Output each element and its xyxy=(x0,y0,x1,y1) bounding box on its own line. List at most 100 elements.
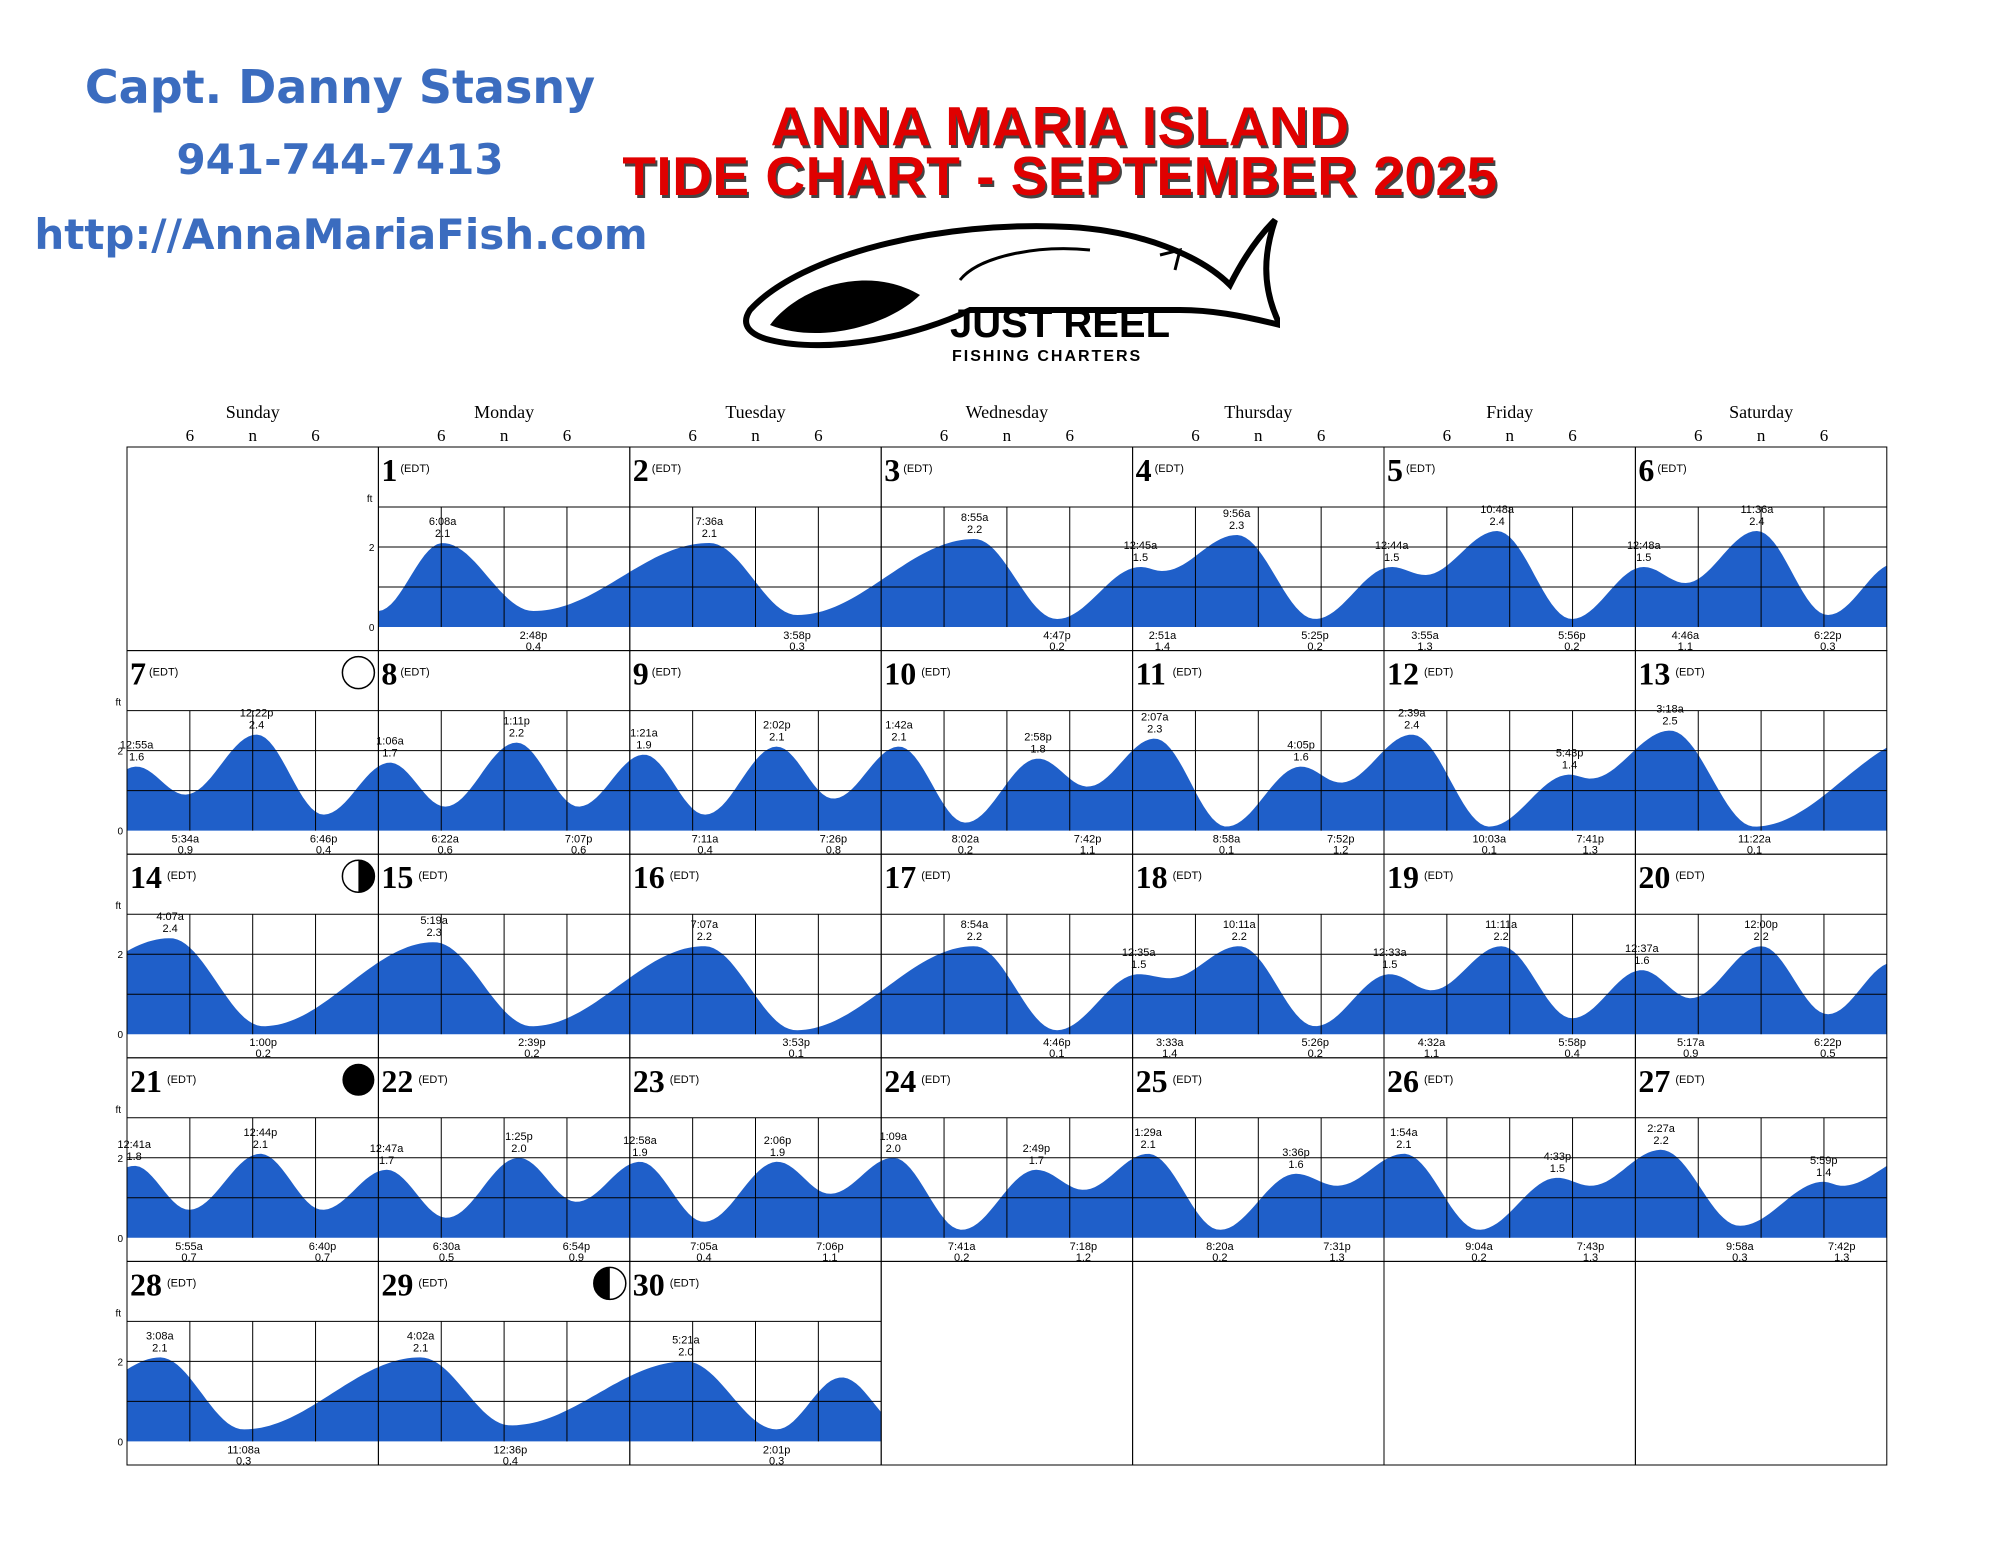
low-tide-time-label: 3:33a xyxy=(1156,1037,1184,1049)
hour-tick-label: 6 xyxy=(1317,426,1326,445)
zone-label: (EDT) xyxy=(1424,1074,1453,1086)
high-tide-time-label: 5:19a xyxy=(420,915,448,927)
low-tide-time-label: 7:52p xyxy=(1327,834,1355,846)
high-tide-height-label: 1.8 xyxy=(127,1151,142,1163)
day-number: 16 xyxy=(633,859,665,895)
day-number: 5 xyxy=(1387,452,1403,488)
low-tide-time-label: 3:58p xyxy=(783,630,811,642)
high-tide-time-label: 1:09a xyxy=(879,1131,907,1143)
zone-label: (EDT) xyxy=(652,463,681,475)
low-tide-height-label: 0.3 xyxy=(769,1455,784,1467)
zone-label: (EDT) xyxy=(400,463,429,475)
day-number: 24 xyxy=(884,1063,916,1099)
zone-label: (EDT) xyxy=(1675,870,1704,882)
high-tide-time-label: 4:05p xyxy=(1287,740,1315,752)
y-tick-label: 0 xyxy=(117,1030,123,1041)
high-tide-time-label: 3:36p xyxy=(1282,1147,1310,1159)
low-tide-time-label: 7:43p xyxy=(1577,1241,1605,1253)
high-tide-height-label: 1.7 xyxy=(1029,1155,1044,1167)
high-tide-height-label: 2.2 xyxy=(1753,931,1768,943)
high-tide-height-label: 2.1 xyxy=(1140,1139,1155,1151)
weekday-header: Sunday xyxy=(226,402,280,422)
high-tide-height-label: 1.7 xyxy=(382,748,397,760)
zone-label: (EDT) xyxy=(400,667,429,679)
high-tide-time-label: 1:06a xyxy=(376,736,404,748)
day-number: 11 xyxy=(1136,656,1166,692)
zone-label: (EDT) xyxy=(1424,667,1453,679)
day-number: 26 xyxy=(1387,1063,1419,1099)
low-tide-time-label: 2:01p xyxy=(763,1444,791,1456)
low-tide-time-label: 7:07p xyxy=(565,834,593,846)
day-number: 8 xyxy=(381,656,397,692)
high-tide-time-label: 5:59p xyxy=(1810,1155,1838,1167)
low-tide-time-label: 2:48p xyxy=(520,630,548,642)
high-tide-height-label: 2.4 xyxy=(1749,516,1764,528)
high-tide-time-label: 8:54a xyxy=(961,919,989,931)
y-axis-unit: ft xyxy=(367,494,373,505)
low-tide-time-label: 7:42p xyxy=(1828,1241,1856,1253)
day-number: 22 xyxy=(381,1063,413,1099)
low-tide-height-label: 0.3 xyxy=(1732,1252,1747,1264)
zone-label: (EDT) xyxy=(921,870,950,882)
day-number: 6 xyxy=(1638,452,1654,488)
high-tide-time-label: 2:27a xyxy=(1647,1123,1675,1135)
high-tide-time-label: 2:49p xyxy=(1023,1143,1051,1155)
low-tide-height-label: 0.4 xyxy=(1565,1048,1580,1060)
zone-label: (EDT) xyxy=(1675,1074,1704,1086)
low-tide-height-label: 0.6 xyxy=(437,845,452,857)
low-tide-height-label: 0.7 xyxy=(315,1252,330,1264)
low-tide-height-label: 0.2 xyxy=(954,1252,969,1264)
low-tide-height-label: 0.2 xyxy=(1564,641,1579,653)
website-url[interactable]: http://AnnaMariaFish.com xyxy=(34,210,648,259)
zone-label: (EDT) xyxy=(149,667,178,679)
zone-label: (EDT) xyxy=(1173,870,1202,882)
hour-tick-label: n xyxy=(248,426,257,445)
captain-name: Capt. Danny Stasny xyxy=(84,60,596,114)
high-tide-time-label: 5:21a xyxy=(672,1334,700,1346)
low-tide-time-label: 5:56p xyxy=(1558,630,1586,642)
low-tide-time-label: 7:26p xyxy=(820,834,848,846)
low-tide-time-label: 7:31p xyxy=(1323,1241,1351,1253)
low-tide-height-label: 0.2 xyxy=(1307,641,1322,653)
zone-label: (EDT) xyxy=(1173,1074,1202,1086)
empty-day-cell xyxy=(1132,1260,1385,1466)
low-tide-height-label: 0.3 xyxy=(236,1455,251,1467)
high-tide-time-label: 1:11p xyxy=(503,716,530,728)
high-tide-height-label: 1.6 xyxy=(129,752,144,764)
low-tide-time-label: 3:53p xyxy=(782,1037,810,1049)
high-tide-height-label: 2.2 xyxy=(967,524,982,536)
day-number: 20 xyxy=(1638,859,1670,895)
low-tide-height-label: 0.9 xyxy=(178,845,193,857)
low-tide-height-label: 1.2 xyxy=(1076,1252,1091,1264)
high-tide-time-label: 12:47a xyxy=(370,1143,405,1155)
high-tide-height-label: 1.4 xyxy=(1816,1167,1831,1179)
low-tide-height-label: 0.1 xyxy=(1049,1048,1064,1060)
logo-tagline: FISHING CHARTERS xyxy=(952,348,1142,365)
empty-day-cell xyxy=(126,446,379,652)
low-tide-height-label: 0.1 xyxy=(1747,845,1762,857)
weekday-header: Thursday xyxy=(1224,402,1292,422)
weekday-header: Wednesday xyxy=(966,402,1049,422)
low-tide-height-label: 0.6 xyxy=(571,845,586,857)
weekday-header: Tuesday xyxy=(725,402,785,422)
high-tide-time-label: 1:21a xyxy=(630,728,658,740)
high-tide-height-label: 2.4 xyxy=(1489,516,1504,528)
hour-tick-label: 6 xyxy=(1443,426,1452,445)
high-tide-height-label: 2.1 xyxy=(413,1342,428,1354)
low-tide-height-label: 1.1 xyxy=(1080,845,1095,857)
hour-tick-label: n xyxy=(751,426,760,445)
zone-label: (EDT) xyxy=(418,1074,447,1086)
day-number: 7 xyxy=(130,656,146,692)
low-tide-time-label: 8:58a xyxy=(1213,834,1241,846)
zone-label: (EDT) xyxy=(1406,463,1435,475)
high-tide-time-label: 12:58a xyxy=(623,1135,658,1147)
low-tide-time-label: 8:02a xyxy=(952,834,980,846)
high-tide-height-label: 1.6 xyxy=(1288,1159,1303,1171)
high-tide-height-label: 2.4 xyxy=(249,720,264,732)
low-tide-time-label: 7:11a xyxy=(692,834,720,846)
high-tide-height-label: 2.2 xyxy=(697,931,712,943)
low-tide-time-label: 9:58a xyxy=(1726,1241,1754,1253)
high-tide-time-label: 5:43p xyxy=(1556,748,1584,760)
zone-label: (EDT) xyxy=(1424,870,1453,882)
high-tide-height-label: 2.2 xyxy=(1493,931,1508,943)
